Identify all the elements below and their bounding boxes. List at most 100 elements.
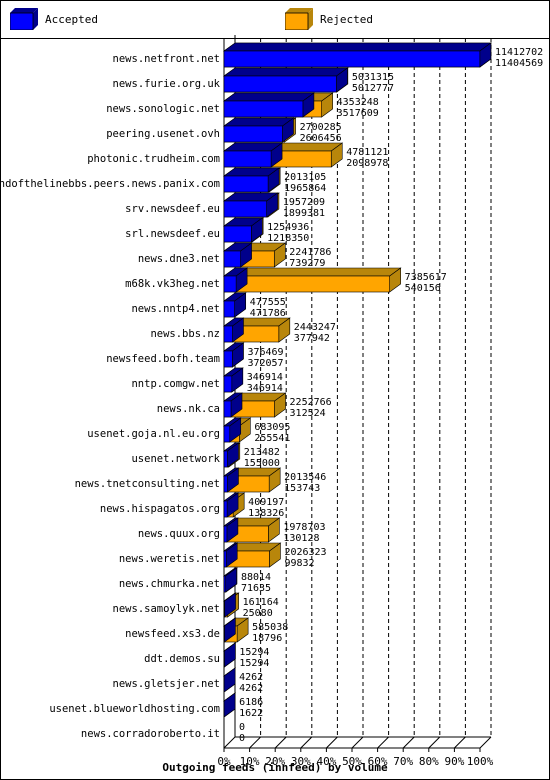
floor-line (402, 736, 415, 749)
floor-corner (223, 736, 236, 749)
bar-accepted (223, 517, 239, 543)
bar-accepted-front (223, 500, 228, 518)
bar-accepted-front (223, 150, 272, 168)
value-label-top: 2252766 (290, 397, 332, 408)
bar-accepted-front (223, 200, 267, 218)
bar-accepted (223, 67, 349, 93)
x-tick-label: 20% (265, 755, 285, 768)
bar-accepted-front (223, 575, 226, 593)
x-tick-label: 10% (240, 755, 260, 768)
floor-line (351, 736, 364, 749)
bar-accepted (223, 392, 243, 418)
bar-rejected-front (223, 275, 390, 293)
bar-accepted (223, 92, 315, 118)
value-label-bottom: 2098978 (346, 158, 388, 169)
bar-accepted-top (223, 42, 492, 52)
bar-accepted-front (223, 100, 304, 118)
value-label-top: 409197 (248, 497, 284, 508)
value-label-top: 7385617 (405, 272, 447, 283)
bar-accepted (223, 267, 249, 293)
bar-accepted (223, 342, 245, 368)
value-label-bottom: 155000 (244, 458, 280, 469)
bar-accepted-front (223, 325, 233, 343)
bar-accepted-front (223, 75, 337, 93)
category-label: photonic.trudheim.com (87, 153, 220, 165)
value-label-top: 1254936 (267, 222, 309, 233)
bar-accepted (223, 442, 240, 468)
bar-accepted-front (223, 225, 252, 243)
value-label-bottom: 18796 (252, 633, 282, 644)
value-label-bottom: 255541 (254, 433, 290, 444)
value-label-bottom: 2606456 (300, 133, 342, 144)
bar-accepted-top (223, 92, 315, 102)
bar-accepted (223, 317, 245, 343)
value-label-bottom: 99832 (284, 558, 314, 569)
x-tick-label: 40% (316, 755, 336, 768)
value-label-top: 2443247 (294, 322, 336, 333)
grid-lines (249, 38, 492, 749)
bar-accepted-front (223, 600, 225, 618)
bar-accepted-front (223, 350, 233, 368)
floor-line (454, 736, 466, 749)
bar-accepted-top (223, 67, 349, 77)
value-label-bottom: 71635 (241, 583, 271, 594)
value-label-top: 4781121 (346, 147, 388, 158)
value-label-top: 1957209 (283, 197, 325, 208)
value-label-bottom: 1622 (239, 708, 263, 719)
value-label-bottom: 377942 (294, 333, 330, 344)
category-label: news.dne3.net (138, 253, 220, 265)
value-label-top: 1978703 (283, 522, 325, 533)
value-label-bottom: 4262 (239, 683, 263, 694)
bar-accepted (223, 492, 240, 518)
category-label: peering.usenet.ovh (106, 128, 220, 140)
bar-accepted-front (223, 400, 232, 418)
bar-accepted-front (223, 425, 231, 443)
category-label: news.samoylyk.net (113, 603, 220, 615)
bar-accepted (223, 42, 492, 68)
value-label-top: 2700285 (300, 122, 342, 133)
value-label-bottom: 540156 (405, 283, 441, 294)
bar-accepted (223, 617, 237, 643)
bar-accepted (223, 217, 264, 243)
bar-accepted (223, 592, 237, 618)
value-label-bottom: 0 (239, 733, 245, 744)
value-label-bottom: 11404569 (495, 58, 543, 69)
value-label-bottom: 1218350 (267, 233, 309, 244)
bar-accepted (223, 467, 240, 493)
category-label: newsfeed.bofh.team (106, 353, 220, 365)
bar-accepted (223, 692, 236, 718)
floor-line (377, 736, 389, 749)
category-label: news.chmurka.net (119, 578, 220, 590)
value-label-bottom: 739279 (289, 258, 325, 269)
bar-accepted (223, 642, 237, 668)
category-label: news.weretis.net (119, 553, 220, 565)
category-label: usenet.network (131, 453, 220, 465)
x-tick-label: 90% (444, 755, 464, 768)
category-label: m68k.vk3heg.net (125, 278, 220, 290)
category-label: usenet.blueworldhosting.com (49, 703, 220, 715)
category-labels: news.netfront.net news.furie.org.uk news.s… (0, 53, 221, 740)
value-label-bottom: 1899381 (283, 208, 325, 219)
bar-rejected-top (223, 267, 402, 277)
value-label-bottom: 15294 (239, 658, 269, 669)
category-label: news.nk.ca (157, 403, 220, 415)
value-label-top: 2013105 (284, 172, 326, 183)
category-label: news.corradoroberto.it (81, 728, 220, 740)
bar-accepted (223, 167, 281, 193)
legend: Accepted Rejected (0, 0, 550, 38)
category-label: news.furie.org.uk (113, 78, 221, 90)
value-label-bottom: 138326 (248, 508, 284, 519)
value-label-top: 585038 (252, 622, 288, 633)
chart-title: Outgoing feeds (innfeed) by volume (162, 761, 388, 774)
floor-line (479, 736, 492, 749)
bar-accepted-top (223, 117, 295, 127)
bar-accepted (223, 292, 247, 318)
value-label-top: 683095 (254, 422, 290, 433)
value-label-bottom: 346914 (247, 383, 283, 394)
value-label-bottom: 153743 (284, 483, 320, 494)
value-label-bottom: 5012777 (352, 83, 394, 94)
value-label-top: 2026323 (284, 547, 326, 558)
category-label: ddt.demos.su (144, 653, 220, 665)
x-tick-label: 80% (419, 755, 439, 768)
value-label-bottom: 3517609 (337, 108, 379, 119)
